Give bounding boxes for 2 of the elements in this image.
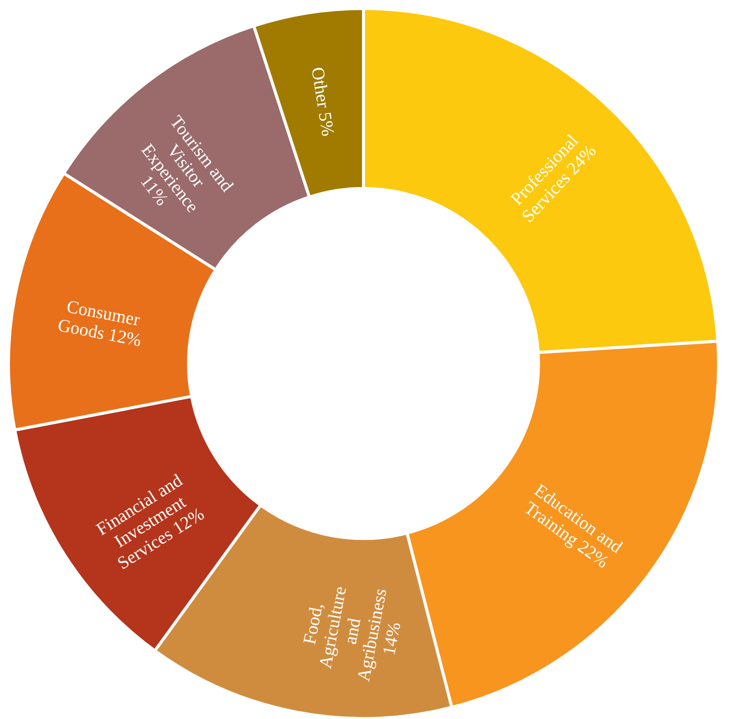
slice-label: Other 5% (308, 66, 338, 138)
slice-label: Consumer Goods 12% (56, 296, 144, 350)
